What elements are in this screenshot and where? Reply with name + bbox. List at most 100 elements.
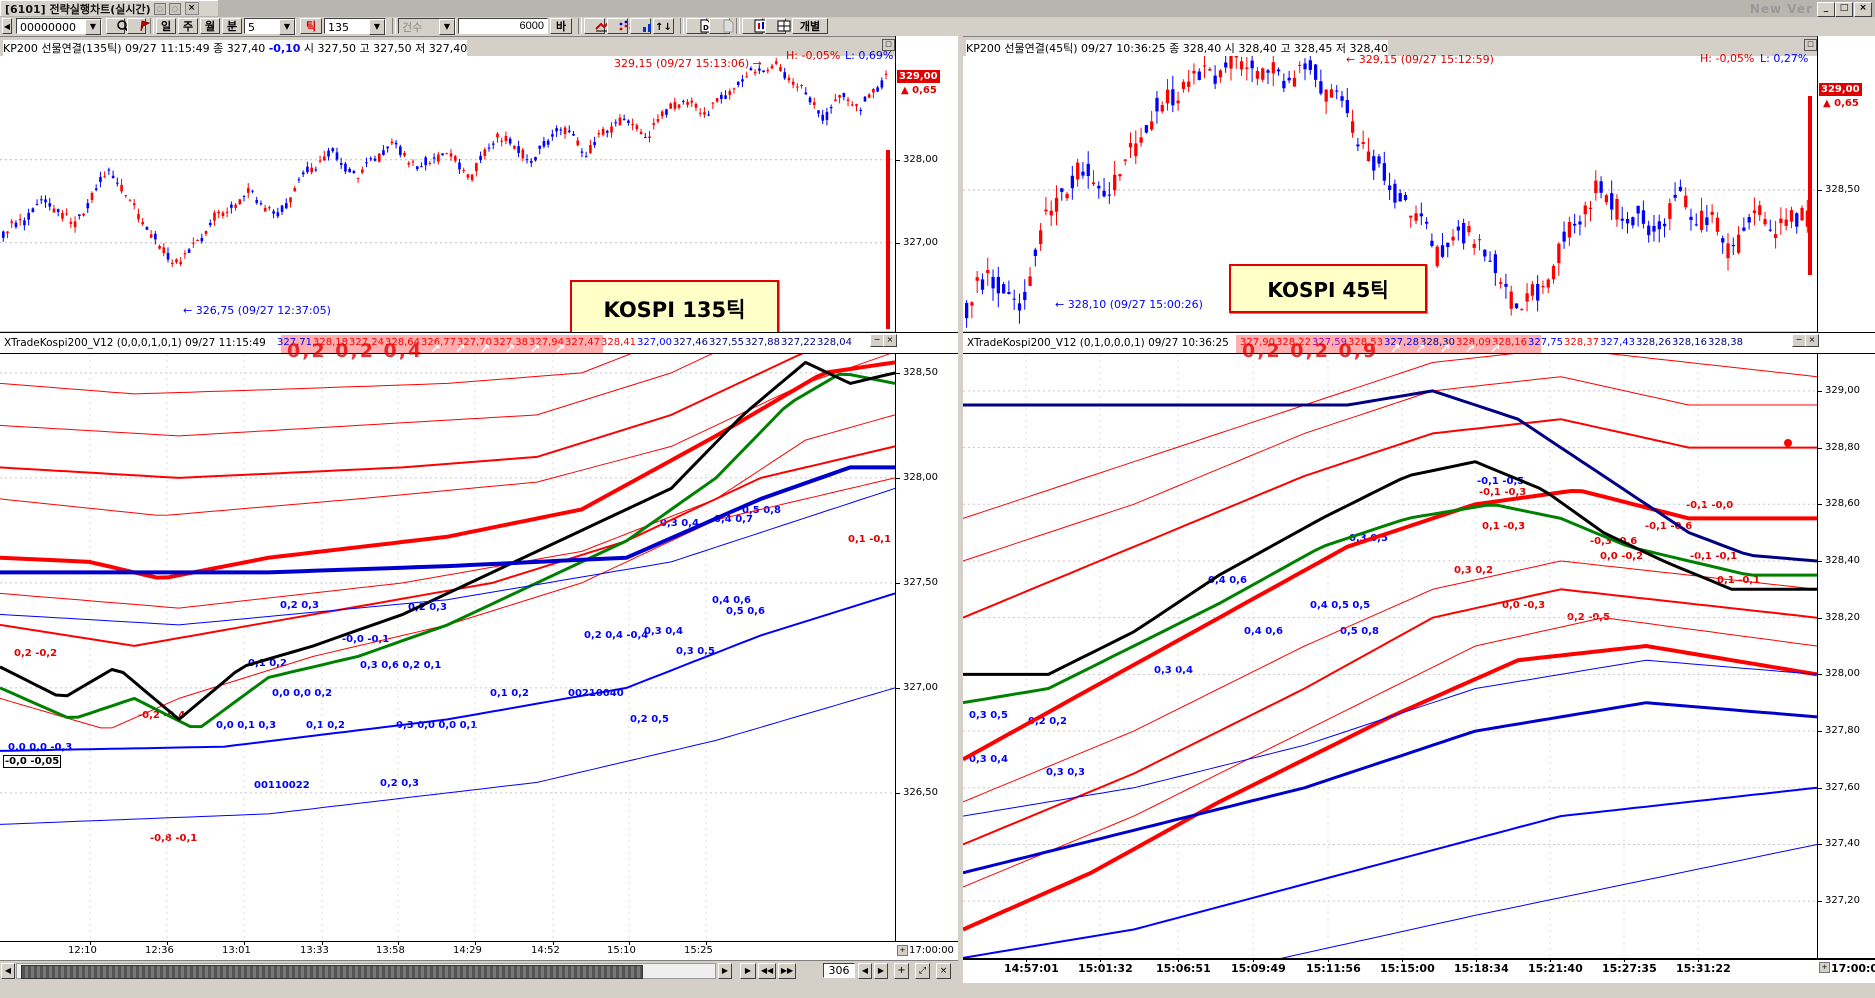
- new-ver-label: New Ver: [1749, 2, 1813, 16]
- nav-play-button[interactable]: ▶: [740, 963, 756, 979]
- tab-badge-icon: ◌: [153, 2, 166, 15]
- axis-tick: [1817, 901, 1822, 903]
- indicator-axis-label: 327,60: [1825, 781, 1860, 793]
- tab-close-icon[interactable]: ×: [184, 2, 199, 15]
- bars-input[interactable]: [458, 18, 548, 34]
- kospi-label-box: KOSPI 45틱: [1229, 264, 1427, 313]
- close-pane-icon[interactable]: ×: [1805, 334, 1819, 347]
- trendline-tool-button[interactable]: [584, 18, 611, 34]
- step-back-button[interactable]: ◀: [858, 963, 872, 979]
- indicator-value: 328,18: [313, 337, 348, 348]
- axis-tick: [1817, 190, 1822, 191]
- tick-count-input[interactable]: [326, 20, 374, 34]
- indicator-value-label: 0,0 -0,3: [1502, 600, 1546, 611]
- period-month-button[interactable]: 월: [200, 18, 220, 34]
- indicator-axis-label: 328,50: [903, 366, 938, 378]
- time-axis-label: 14:52: [531, 945, 560, 956]
- indicator-chart: [963, 354, 1817, 958]
- minimize-button[interactable]: _: [1817, 2, 1835, 17]
- time-tick: [398, 941, 399, 945]
- step-forward-button[interactable]: ▶: [874, 963, 888, 979]
- axis-tick: [1817, 390, 1822, 392]
- indicator-axis-label: 328,60: [1825, 498, 1860, 510]
- time-axis-label: 14:57:01: [1004, 962, 1059, 975]
- nav-first-button[interactable]: ◀◀: [758, 963, 776, 979]
- candlestick-chart: [0, 57, 895, 329]
- indicator-axis-label: 328,40: [1825, 554, 1860, 566]
- bars-button[interactable]: 바: [550, 18, 572, 34]
- minute-combo[interactable]: ▼: [244, 18, 296, 35]
- chevron-down-icon[interactable]: ▼: [369, 19, 385, 35]
- axis-tick: [895, 242, 900, 244]
- minimize-pane-icon[interactable]: −: [870, 334, 884, 347]
- low-percent-label: L: 0,27%: [1760, 52, 1809, 65]
- bar-chart-button[interactable]: [630, 18, 656, 34]
- scrollbar-track[interactable]: [16, 963, 716, 979]
- indicator-value: 327,88: [745, 337, 780, 348]
- restore-pane-icon[interactable]: □: [882, 39, 895, 51]
- scrollbar-thumb[interactable]: [21, 965, 643, 979]
- bar-count-field[interactable]: [823, 963, 855, 978]
- indicator-value-label: 0,2 0,3: [408, 602, 447, 613]
- time-axis: [963, 958, 1875, 983]
- axis-tick: [1817, 447, 1822, 449]
- expand-button[interactable]: ⤢: [915, 963, 930, 979]
- maximize-button[interactable]: □: [1835, 2, 1853, 17]
- indicator-value-label: 0,2 0,4 -0,4: [584, 630, 649, 641]
- toolbar-back-button[interactable]: ◀: [2, 18, 12, 34]
- candle-page-button[interactable]: [742, 18, 767, 34]
- period-minute-button[interactable]: 분: [222, 18, 242, 34]
- time-tick: [322, 941, 323, 945]
- period-week-button[interactable]: 주: [178, 18, 198, 34]
- restore-pane-icon[interactable]: □: [1804, 39, 1817, 51]
- scroll-right-button[interactable]: ▶: [718, 963, 732, 979]
- dots-chart-button[interactable]: [607, 18, 632, 34]
- high-percent-label: H: -0,05%: [1700, 52, 1755, 65]
- page-button[interactable]: D: [686, 18, 710, 34]
- symbol-combo[interactable]: ▼: [16, 18, 102, 35]
- indicator-value-label: 0,2 0,2: [1028, 716, 1067, 727]
- indicator-value-label: 0,5 0,6: [726, 606, 765, 617]
- window-tab[interactable]: [6101] 전략실행차트(실시간) ◌ ◌ ×: [0, 0, 218, 16]
- close-button[interactable]: ×: [1854, 2, 1872, 17]
- sort-button[interactable]: ↑↓: [653, 18, 674, 34]
- time-tick: [1026, 958, 1027, 962]
- indicator-value: 327,71: [277, 337, 312, 348]
- indicator-value: 328,38: [1708, 337, 1743, 348]
- count-combo-disabled: ▼: [398, 18, 456, 35]
- scroll-left-button[interactable]: ◀: [1, 963, 15, 979]
- indicator-value: 327,55: [709, 337, 744, 348]
- minute-input[interactable]: [246, 20, 284, 34]
- tab-badge-icon: ◌: [168, 2, 181, 15]
- zoom-icon[interactable]: +: [897, 945, 908, 956]
- individual-button[interactable]: 개별: [792, 18, 828, 34]
- axis-tick: [895, 792, 900, 794]
- time-tick: [553, 941, 554, 945]
- nav-last-button[interactable]: ▶▶: [778, 963, 796, 979]
- search-button[interactable]: [106, 18, 130, 34]
- indicator-header: [963, 332, 1875, 354]
- tick-button[interactable]: 틱: [300, 18, 322, 34]
- zoom-icon[interactable]: +: [1819, 962, 1830, 973]
- chevron-down-icon[interactable]: ▼: [85, 19, 101, 35]
- minimize-pane-icon[interactable]: −: [1792, 334, 1806, 347]
- time-tick: [1550, 958, 1551, 962]
- close-pane-icon[interactable]: ×: [883, 334, 897, 347]
- time-axis-label: 15:09:49: [1231, 962, 1286, 975]
- indicator-value-label: 0,3 0,2: [1454, 565, 1493, 576]
- close-pane-button[interactable]: ×: [936, 963, 951, 979]
- grid-button[interactable]: [765, 18, 790, 34]
- indicator-value: 327,43: [1600, 337, 1635, 348]
- indicator-value-label: 0,3 0,5: [676, 646, 715, 657]
- period-day-button[interactable]: 일: [156, 18, 176, 34]
- chevron-down-icon[interactable]: ▼: [279, 19, 295, 35]
- tick-count-combo[interactable]: ▼: [324, 18, 386, 35]
- zoom-in-button[interactable]: +: [894, 963, 909, 979]
- time-axis-label: 15:25: [684, 945, 713, 956]
- flag-button[interactable]: [127, 18, 150, 34]
- time-tick: [1402, 958, 1403, 962]
- symbol-input[interactable]: [18, 20, 90, 34]
- indicator-axis-label: 327,20: [1825, 895, 1860, 907]
- indicator-value-label: 0,4 0,6: [1208, 575, 1247, 586]
